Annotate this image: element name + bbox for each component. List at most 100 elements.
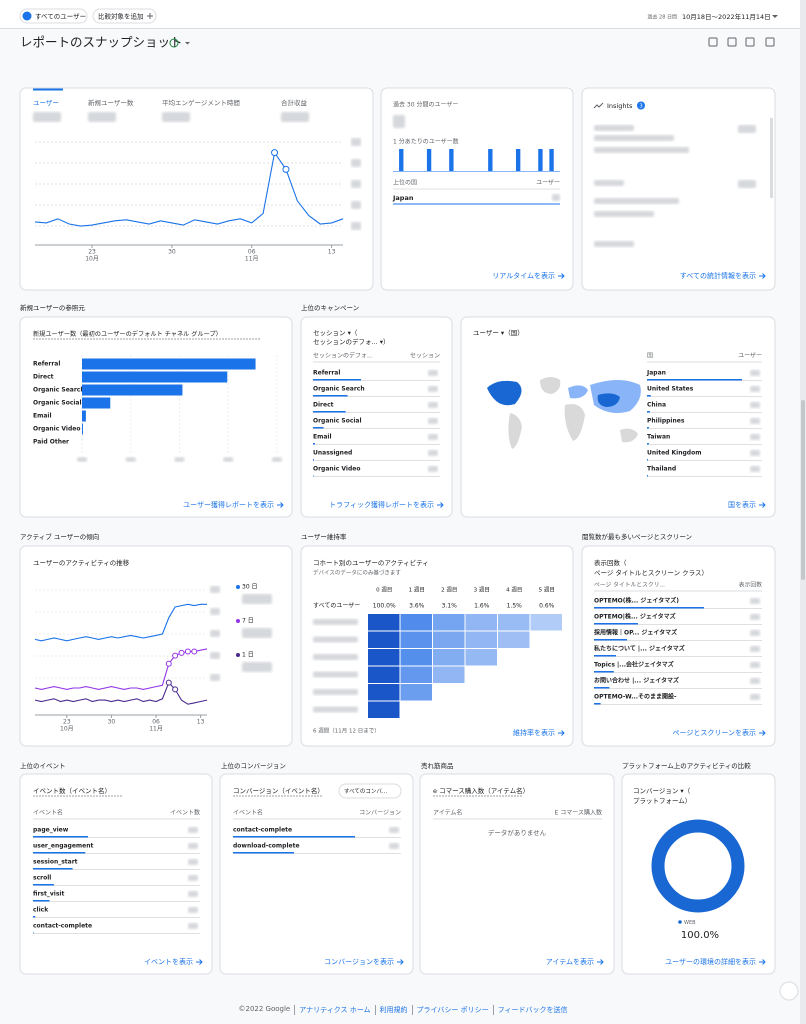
- share-bar: [647, 411, 650, 413]
- legend-label: 1 日: [242, 652, 254, 659]
- point: [282, 165, 290, 173]
- footer-link[interactable]: プライバシー ポリシー: [411, 1005, 493, 1015]
- label: イベント名: [233, 809, 263, 817]
- heat-cell: [400, 631, 432, 648]
- row-label: Direct: [313, 402, 334, 409]
- link[interactable]: トラフィック獲得レポートを表示: [329, 500, 434, 509]
- arrow-icon: [558, 273, 565, 279]
- link[interactable]: コンバージョンを表示: [324, 957, 394, 966]
- link[interactable]: イベントを表示: [144, 957, 193, 966]
- blurred-value: [750, 598, 760, 604]
- map-region: [620, 428, 638, 443]
- data-line: [34, 681, 208, 705]
- column-header: 0 週目: [376, 586, 392, 594]
- label: E コマース購入数: [555, 809, 602, 817]
- tab[interactable]: 平均エンゲージメント時間: [162, 98, 240, 107]
- blurred-value: [174, 457, 185, 462]
- column-header: 1 週目: [409, 586, 425, 594]
- share-bar: [33, 900, 50, 902]
- toolbar-icon[interactable]: [765, 37, 775, 47]
- link[interactable]: ユーザー獲得レポートを表示: [183, 500, 274, 509]
- link[interactable]: リアルタイムを表示: [492, 271, 555, 280]
- tab[interactable]: 合計収益: [281, 98, 308, 107]
- link[interactable]: ユーザーの環境の詳細を表示: [665, 957, 756, 966]
- bar: [399, 149, 404, 171]
- heat-cell: [465, 631, 497, 648]
- point: [165, 679, 172, 686]
- link[interactable]: ページとスクリーンを表示: [672, 728, 756, 737]
- date-range[interactable]: 10月18日～2022年11月14日: [682, 12, 771, 21]
- heat-cell: [433, 614, 465, 631]
- bar: [82, 397, 111, 409]
- card: [581, 87, 776, 291]
- point: [184, 648, 191, 655]
- footer-link[interactable]: 利用規約: [374, 1005, 412, 1015]
- share-bar: [313, 411, 346, 413]
- heat-cell: [433, 666, 465, 683]
- share-bar: [313, 459, 314, 461]
- row-label: United Kingdom: [647, 450, 701, 457]
- row-label: session_start: [33, 859, 78, 866]
- blurred-value: [750, 418, 760, 424]
- blurred-value: [750, 370, 760, 376]
- x-tick-label: 23: [63, 719, 71, 726]
- arrow-icon: [759, 730, 766, 736]
- row-label: Organic Search: [313, 386, 365, 393]
- tab[interactable]: 新規ユーザー数: [88, 98, 134, 107]
- filter-chip-label[interactable]: すべてのコンバ...: [344, 788, 387, 795]
- empty-state: データがありません: [488, 828, 547, 837]
- share-bar: [233, 836, 355, 838]
- label: ユーザーのアクティビティの推移: [33, 558, 130, 567]
- map-region: [487, 380, 522, 406]
- label: イベント名: [33, 809, 63, 817]
- card: [19, 87, 374, 291]
- share-bar: [594, 607, 704, 609]
- arrow-icon: [759, 959, 766, 965]
- blurred-value: [351, 222, 361, 230]
- point: [165, 660, 172, 667]
- link[interactable]: 国を表示: [728, 500, 756, 509]
- blurred-value: [313, 636, 358, 643]
- blurred-value: [750, 646, 760, 652]
- category-label: Paid Other: [33, 439, 69, 446]
- bar: [449, 149, 454, 171]
- point: [191, 648, 198, 655]
- tab[interactable]: ユーザー: [33, 99, 59, 107]
- column-header: 4 週目: [506, 586, 522, 594]
- blurred-value: [389, 827, 399, 833]
- heat-cell: [400, 666, 432, 683]
- point: [178, 649, 185, 656]
- category-label: Email: [33, 413, 52, 420]
- label: コンバージョン（イベント名）: [233, 786, 324, 795]
- arrow-icon: [397, 959, 404, 965]
- compare-button[interactable]: 比較対象を追加: [98, 12, 144, 21]
- x-tick-sublabel: 11月: [149, 726, 163, 733]
- row-label: OPTEMO|株... ジェイタマズ: [594, 613, 676, 621]
- link[interactable]: 維持率を表示: [513, 728, 555, 737]
- arrow-icon: [277, 502, 284, 508]
- toolbar-icon: [727, 37, 737, 47]
- cell-value: 1.5%: [507, 603, 523, 610]
- blurred-value: [750, 662, 760, 668]
- share-bar: [33, 884, 54, 886]
- blurred-value: [750, 402, 760, 408]
- label: 売れ筋商品: [421, 761, 454, 770]
- blurred-value: [750, 386, 760, 392]
- link[interactable]: アイテムを表示: [546, 957, 594, 966]
- label: セッションのデフォ...: [313, 352, 373, 360]
- segment[interactable]: すべてのユーザー: [35, 13, 86, 21]
- row-label: Organic Video: [313, 466, 360, 473]
- heat-cell: [530, 614, 562, 631]
- blurred-value: [389, 843, 399, 849]
- feedback-button[interactable]: [779, 981, 799, 1001]
- link[interactable]: すべての統計情報を表示: [680, 271, 756, 280]
- heat-cell: [465, 649, 497, 666]
- label: プラットフォーム上のアクティビティの比較: [622, 761, 751, 770]
- x-tick-label: 30: [108, 719, 116, 726]
- date-prefix: 過去 28 日間: [647, 14, 677, 21]
- footer-link[interactable]: アナリティクス ホーム: [294, 1005, 374, 1015]
- donut-segment: [651, 819, 745, 913]
- footer-link[interactable]: フィードバックを送信: [492, 1005, 572, 1015]
- data-line: [34, 648, 208, 690]
- blurred-value: [594, 211, 654, 217]
